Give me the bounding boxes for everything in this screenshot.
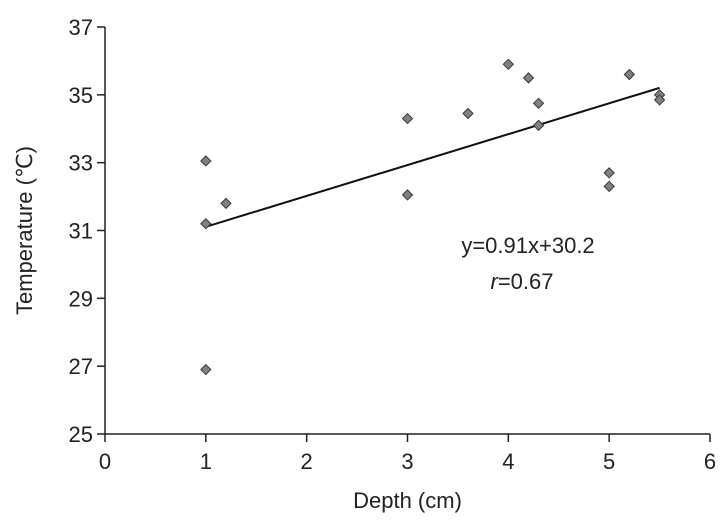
- data-point: [653, 94, 666, 106]
- data-point: [220, 197, 232, 210]
- x-tick-label: 4: [502, 449, 514, 474]
- x-tick-label: 0: [99, 449, 111, 474]
- data-point: [200, 155, 212, 167]
- axes: [104, 27, 710, 435]
- y-tick-label: 35: [69, 83, 93, 108]
- x-tick-label: 3: [401, 449, 413, 474]
- data-point: [401, 112, 414, 125]
- y-axis-title: Temperature (℃): [12, 146, 37, 315]
- data-point: [200, 218, 212, 230]
- data-point: [522, 72, 535, 84]
- correlation-annotation: r=0.67: [491, 269, 554, 294]
- trendline-group: [205, 86, 660, 228]
- x-tick-label: 5: [603, 449, 615, 474]
- correlation-symbol: r: [491, 269, 500, 294]
- data-point: [502, 58, 515, 71]
- x-tick-label: 1: [200, 449, 212, 474]
- data-point: [200, 363, 212, 376]
- y-tick-label: 25: [69, 422, 93, 447]
- trendline: [205, 86, 660, 228]
- data-point: [623, 68, 636, 81]
- y-tick-label: 33: [69, 151, 93, 176]
- trendline-equation: y=0.91x+30.2: [461, 233, 594, 258]
- correlation-value: =0.67: [498, 269, 554, 294]
- data-point: [532, 119, 545, 132]
- y-tick-label: 29: [69, 286, 93, 311]
- data-point: [401, 189, 414, 201]
- x-tick-label: 2: [301, 449, 313, 474]
- data-point: [462, 107, 474, 120]
- x-ticks: 0 1 2 3 4 5 6: [99, 434, 716, 474]
- y-tick-label: 37: [69, 15, 93, 40]
- data-points: [200, 58, 666, 376]
- y-ticks: 25 27 29 31 33 35 37: [69, 15, 105, 447]
- data-point: [532, 97, 545, 110]
- x-tick-label: 6: [704, 449, 716, 474]
- y-tick-label: 27: [69, 354, 93, 379]
- data-point: [603, 167, 615, 179]
- x-axis-title: Depth (cm): [353, 488, 462, 513]
- data-point: [603, 180, 615, 193]
- y-tick-label: 31: [69, 219, 93, 244]
